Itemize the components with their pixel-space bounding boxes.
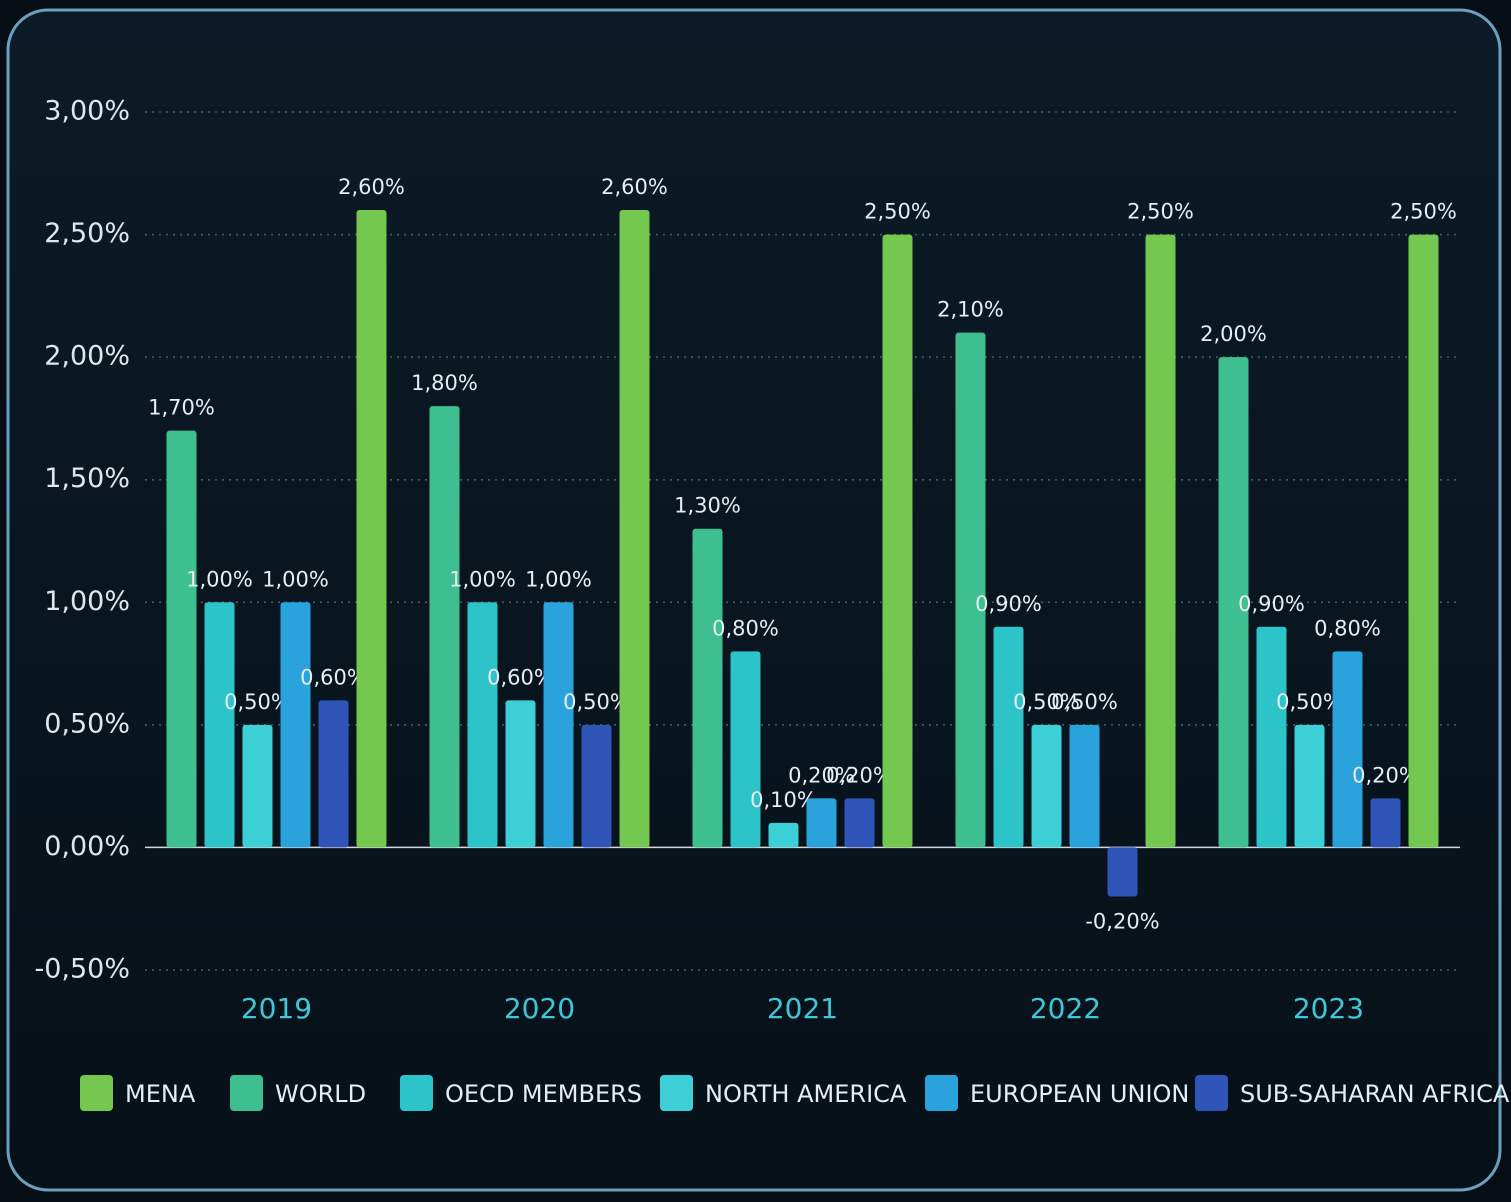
value-label: 2,50%	[864, 200, 931, 224]
bar	[506, 700, 536, 847]
bar	[1146, 235, 1176, 848]
value-label: 2,50%	[1390, 200, 1457, 224]
bar	[1295, 725, 1325, 848]
bar	[1409, 235, 1439, 848]
value-label: 0,50%	[1051, 690, 1118, 714]
legend-label: SUB-SAHARAN AFRICA	[1240, 1080, 1510, 1108]
bar	[1371, 798, 1401, 847]
bar	[1257, 627, 1287, 848]
y-tick-label: 3,00%	[44, 96, 130, 127]
bar	[807, 798, 837, 847]
bar	[430, 406, 460, 847]
legend-label: MENA	[125, 1080, 196, 1108]
value-label: 1,00%	[449, 567, 516, 591]
y-tick-label: 1,50%	[44, 463, 130, 494]
value-label: 1,00%	[525, 567, 592, 591]
value-label: 0,80%	[1314, 616, 1381, 640]
bar	[582, 725, 612, 848]
legend-label: OECD MEMBERS	[445, 1080, 642, 1108]
legend-swatch	[1195, 1075, 1228, 1111]
bar	[205, 602, 235, 847]
bar	[845, 798, 875, 847]
value-label: 1,00%	[262, 567, 329, 591]
x-tick-label: 2019	[241, 992, 312, 1025]
value-label: 0,90%	[975, 592, 1042, 616]
bar	[769, 823, 799, 848]
y-tick-label: 2,00%	[44, 341, 130, 372]
bar	[1032, 725, 1062, 848]
bar	[468, 602, 498, 847]
value-label: 1,00%	[186, 567, 253, 591]
value-label: 2,00%	[1200, 322, 1267, 346]
bar	[357, 210, 387, 847]
value-label: 2,60%	[338, 175, 405, 199]
bar	[956, 333, 986, 848]
value-label: 2,10%	[937, 298, 1004, 322]
value-label: 1,30%	[674, 494, 741, 518]
bar	[544, 602, 574, 847]
bar	[1070, 725, 1100, 848]
value-label: 2,50%	[1127, 200, 1194, 224]
legend-label: NORTH AMERICA	[705, 1080, 907, 1108]
bar	[693, 529, 723, 848]
bar	[731, 651, 761, 847]
bar	[1333, 651, 1363, 847]
value-label: 0,80%	[712, 616, 779, 640]
bar	[319, 700, 349, 847]
bar	[167, 431, 197, 848]
y-tick-label: 0,00%	[44, 831, 130, 862]
bar	[883, 235, 913, 848]
x-tick-label: 2022	[1030, 992, 1101, 1025]
bar	[994, 627, 1024, 848]
value-label: 1,80%	[411, 371, 478, 395]
bar	[243, 725, 273, 848]
legend-swatch	[230, 1075, 263, 1111]
legend-swatch	[400, 1075, 433, 1111]
bar	[281, 602, 311, 847]
legend-label: EUROPEAN UNION	[970, 1080, 1189, 1108]
y-tick-label: -0,50%	[34, 954, 130, 985]
y-tick-label: 0,50%	[44, 708, 130, 739]
legend-swatch	[80, 1075, 113, 1111]
chart: -0,50% 0,00% 0,50% 1,00% 1,50% 2,00% 2,50% 3,00…	[0, 0, 1511, 1202]
value-label: -0,20%	[1085, 909, 1159, 933]
x-tick-label: 2021	[767, 992, 838, 1025]
value-label: 1,70%	[148, 396, 215, 420]
value-label: 0,90%	[1238, 592, 1305, 616]
x-tick-label: 2020	[504, 992, 575, 1025]
value-label: 2,60%	[601, 175, 668, 199]
legend-label: WORLD	[275, 1080, 366, 1108]
bar	[620, 210, 650, 847]
y-tick-label: 2,50%	[44, 218, 130, 249]
legend-swatch	[660, 1075, 693, 1111]
y-tick-label: 1,00%	[44, 586, 130, 617]
x-tick-label: 2023	[1293, 992, 1364, 1025]
bar	[1108, 847, 1138, 896]
legend-swatch	[925, 1075, 958, 1111]
